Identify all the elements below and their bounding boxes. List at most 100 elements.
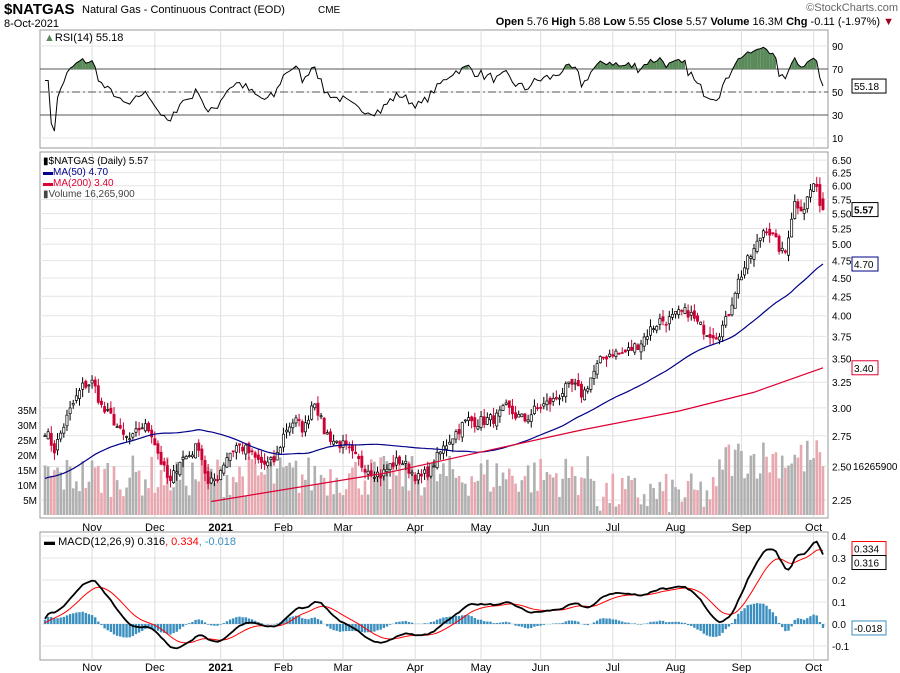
macd-histogram-bar [332,624,335,631]
macd-histogram-bar [479,619,483,624]
macd-histogram-bar [746,605,749,624]
volume-bar [206,467,210,515]
volume-bar [470,476,473,515]
candle-body [71,403,75,406]
candle-body [291,422,295,429]
candle-body [134,428,138,433]
macd-histogram-bar [106,624,109,631]
rsi-overbought-fill [653,61,657,69]
macd-histogram-bar [297,616,301,624]
volume-bar [740,450,743,515]
macd-histogram-bar [599,618,602,624]
price-tick-label: 3.50 [832,354,852,365]
macd-histogram-bar [429,622,433,624]
candle-body [225,457,229,468]
volume-bar [97,465,100,515]
macd-histogram-bar [407,622,411,624]
brand-logo[interactable]: ©StockCharts.com [806,2,898,14]
volume-bar [771,454,775,515]
candle-body [454,431,458,440]
signal-line [44,549,824,644]
rsi-overbought-fill [609,62,613,69]
macd-histogram-bar [313,617,316,624]
price-tick-label: 2.25 [832,496,852,507]
candle-body [310,405,314,420]
macd-histogram-bar [216,624,219,626]
volume-bar [768,472,771,515]
candle-body [263,460,267,465]
candle-body [799,206,803,212]
macd-histogram-bar [376,624,379,631]
rsi-overbought-fill [600,61,604,69]
volume-bar [366,494,370,515]
candle-body [523,413,527,422]
volume-bar [263,474,266,515]
volume-bar [147,488,150,515]
macd-histogram-bar [247,618,251,624]
candle-body [112,414,116,426]
macd-histogram-bar [131,624,135,637]
candle-body [721,324,725,338]
candle-body [416,473,420,481]
volume-bar [448,455,451,515]
rsi-overbought-fill [757,48,761,69]
volume-bar [420,495,423,515]
macd-histogram-bar [266,624,269,625]
candle-body [319,415,323,418]
volume-bar [680,501,684,515]
rsi-last-box [851,78,887,94]
candle-body [545,400,549,405]
macd-histogram-bar [652,621,655,624]
macd-histogram-bar [777,622,781,624]
macd-histogram-bar [492,623,495,624]
candle-body [332,440,336,445]
rsi-overbought-fill [763,47,767,69]
volume-bar [492,487,495,515]
volume-bar [68,466,72,515]
candle-body [297,419,301,421]
volume-bar [555,473,558,515]
volume-bar [75,481,78,515]
candle-body [244,444,248,455]
macd-histogram-bar [555,623,558,624]
volume-bar [326,495,329,515]
volume-bar [495,463,499,515]
candle-body [398,456,401,464]
macd-histogram-bar [307,619,310,624]
candle-body [125,436,129,438]
macd-histogram-bar [611,619,615,624]
macd-tick-label: 0.4 [832,532,846,543]
volume-bar [736,443,740,515]
ma200-last-box [851,360,879,376]
candle-body [372,477,376,479]
candle-body [463,419,467,422]
volume-bar [332,494,335,515]
macd-histogram-bar [210,624,213,626]
volume-bar [228,494,232,515]
volume-legend-icon: ▮ [43,189,49,200]
macd-histogram-bar [329,624,332,629]
macd-histogram-bar [291,616,295,624]
candle-body [467,417,470,421]
month-label: Mar [334,662,353,673]
macd-histogram-bar [624,622,627,624]
volume-bar [661,491,665,515]
volume-bar [49,475,53,515]
ma50-last-box [851,256,879,272]
macd-histogram-bar [395,622,398,624]
volume-tick-label: 20M [18,451,37,462]
chart-date: 8-Oct-2021 [4,18,60,30]
candle-body [649,326,652,336]
candle-body [169,475,172,481]
volume-bar [774,452,778,515]
volume-bar [451,469,455,515]
volume-bar [504,479,508,515]
volume-bar [103,468,106,515]
macd-histogram-bar [401,621,404,624]
candle-body [567,381,571,384]
rsi-overbought-fill [750,50,754,69]
volume-bar [250,459,254,515]
volume-bar [683,497,687,515]
macd-histogram-bar [617,620,621,624]
